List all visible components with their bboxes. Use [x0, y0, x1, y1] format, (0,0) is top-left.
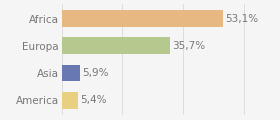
- Text: 5,4%: 5,4%: [80, 95, 107, 105]
- Bar: [62, 10, 223, 27]
- Text: 5,9%: 5,9%: [82, 68, 108, 78]
- Text: 35,7%: 35,7%: [172, 41, 206, 51]
- Bar: [62, 37, 170, 54]
- Text: 53,1%: 53,1%: [225, 14, 259, 24]
- Bar: [62, 65, 80, 81]
- Bar: [62, 92, 78, 109]
